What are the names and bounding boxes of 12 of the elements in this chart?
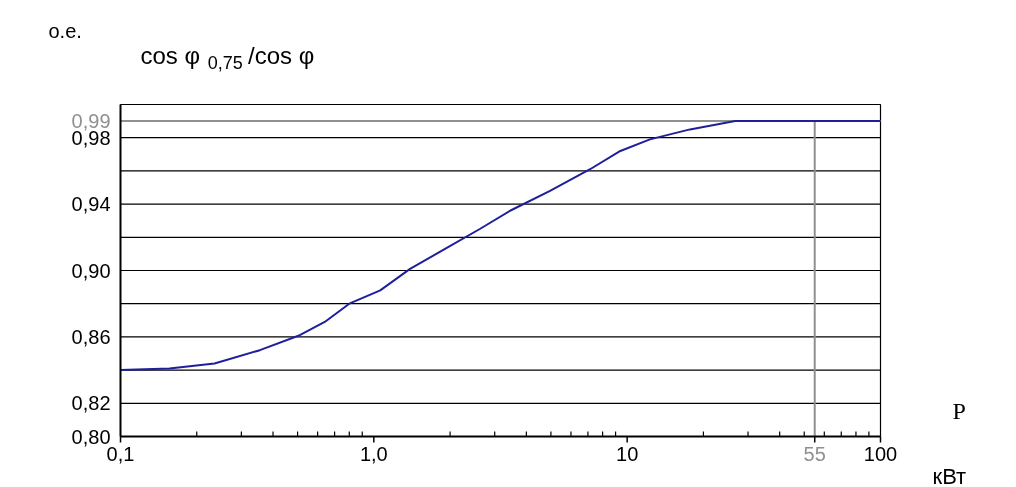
x-tick-label: 55	[803, 442, 826, 465]
text: кВт	[932, 464, 967, 487]
y-tick-label: 0,94	[71, 193, 111, 216]
x-tick-label: 1,0	[359, 442, 388, 465]
x-tick-label: 10	[616, 442, 639, 465]
x-axis-title: P	[952, 397, 966, 424]
y-tick-label: 0,80	[71, 425, 111, 448]
y-tick-label: 0,82	[71, 392, 111, 415]
y-tick-label: 0,86	[71, 325, 111, 348]
y-tick-label: 0,90	[71, 259, 111, 282]
y-axis-title: о.е.	[48, 19, 82, 42]
x-tick-label: 100	[863, 442, 898, 465]
